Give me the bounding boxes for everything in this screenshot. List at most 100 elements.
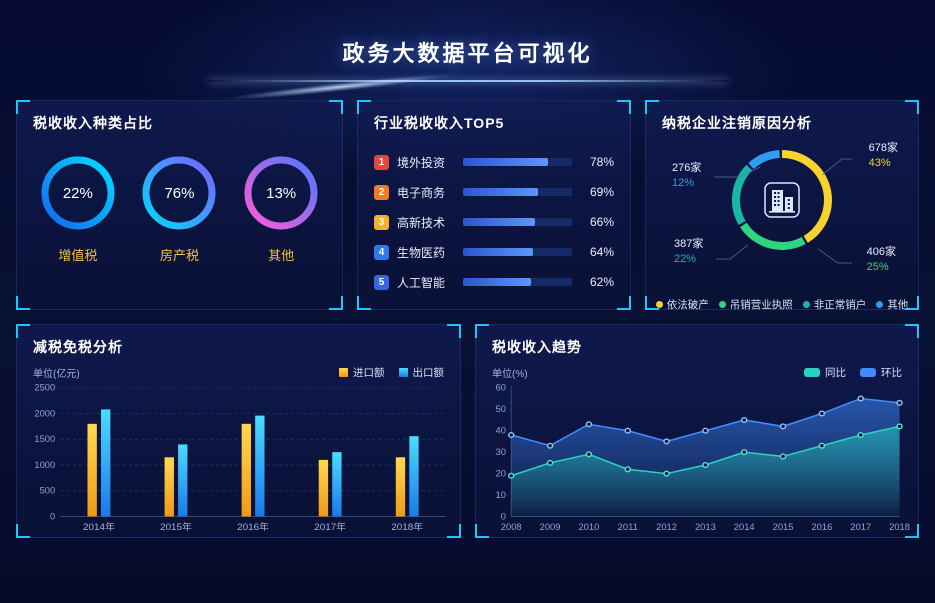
top5-row: 4 生物医药 64%	[374, 237, 614, 267]
bottom-row: 减税免税分析 单位(亿元) 进口额 出口额 0 500 1000 1500 2000 250…	[16, 324, 919, 538]
data-point-同比	[702, 461, 709, 469]
data-point-同比	[857, 431, 864, 439]
corner-decoration	[617, 296, 631, 310]
legend-label: 出口额	[412, 367, 445, 379]
ring-percent: 76%	[164, 184, 195, 202]
data-point-环比	[818, 410, 826, 417]
legend-item[interactable]: 环比	[860, 365, 902, 380]
rank-badge: 1	[374, 154, 389, 170]
y-tick-label: 60	[496, 383, 506, 393]
legend-swatch	[398, 368, 408, 377]
x-tick-label: 2014	[734, 522, 755, 532]
area-同比	[511, 426, 900, 517]
bar-出口额	[178, 444, 188, 517]
x-tick-label: 2015年	[160, 521, 192, 533]
y-tick-label: 1500	[34, 434, 55, 444]
bar-进口额	[241, 423, 252, 517]
legend-item[interactable]: 吊销营业执照	[718, 297, 793, 312]
panel-tax-trend-title: 税收收入趋势	[492, 339, 582, 355]
x-tick-label: 2010	[578, 522, 599, 532]
y-tick-label: 30	[496, 447, 506, 457]
y-tick-label: 0	[50, 512, 55, 522]
data-point-环比	[702, 427, 709, 434]
ring-label: 房产税	[159, 248, 199, 263]
tax-reduction-chart-header: 单位(亿元) 进口额 出口额	[17, 361, 460, 380]
bar-进口额	[318, 459, 329, 517]
industry-percent: 62%	[589, 275, 614, 289]
ring-arc	[142, 156, 216, 230]
x-tick-label: 2015	[773, 522, 794, 532]
data-point-同比	[507, 472, 515, 479]
panel-industry-top5-title: 行业税收收入TOP5	[374, 115, 505, 131]
legend-label: 环比	[881, 367, 902, 379]
top5-row: 2 电子商务 69%	[374, 177, 614, 207]
ring-svg	[142, 156, 216, 230]
legend-item[interactable]: 非正常销户	[802, 297, 867, 312]
rank-badge: 4	[374, 244, 389, 260]
industry-label: 生物医药	[397, 245, 446, 260]
tax-type-rings: 22% 增值税 76% 房产税 13% 其他	[17, 137, 342, 264]
data-point-同比	[546, 459, 554, 466]
legend-item[interactable]: 依法破产	[655, 297, 709, 312]
industry-percent: 64%	[589, 245, 614, 259]
ring-percent: 13%	[266, 184, 297, 202]
slice-label: 406家 25%	[867, 245, 896, 276]
industry-label: 境外投资	[397, 155, 446, 170]
legend-dot	[718, 301, 726, 308]
data-point-环比	[585, 421, 593, 428]
slice-count: 678家	[868, 142, 898, 154]
rank-badge: 5	[374, 274, 389, 290]
top5-row: 5 人工智能 62%	[374, 267, 614, 297]
legend-item[interactable]: 出口额	[398, 365, 445, 380]
legend-item[interactable]: 其他	[876, 297, 908, 312]
legend-dot	[802, 301, 810, 308]
y-tick-label: 20	[496, 469, 506, 479]
trend-chart-svg: 0 10 20 30 40 50 60 2008 2009 2010 2011 2012 2013 201…	[496, 383, 910, 532]
data-point-环比	[896, 399, 903, 406]
tax-ring: 22% 增值税	[36, 151, 120, 264]
tax-trend-unit: 单位(%)	[492, 369, 528, 380]
x-tick-label: 2016年	[237, 521, 269, 533]
y-tick-label: 1000	[34, 460, 55, 470]
slice-count: 387家	[674, 238, 704, 250]
rank-badge: 3	[374, 214, 389, 230]
ring-graphic: 13%	[239, 151, 323, 235]
y-tick-label: 50	[496, 404, 506, 414]
bar-fill	[463, 218, 535, 226]
legend-label: 非正常销户	[813, 299, 867, 311]
rank-badge: 2	[374, 184, 389, 200]
x-tick-label: 2008	[501, 522, 522, 532]
donut-slice	[732, 150, 832, 250]
corner-decoration	[329, 296, 343, 310]
data-point-同比	[779, 453, 787, 460]
y-tick-label: 10	[496, 490, 506, 500]
ring-graphic: 22%	[36, 151, 120, 235]
tax-trend-chart: 0 10 20 30 40 50 60 2008 2009 2010 2011 2012 2013 201…	[476, 380, 918, 536]
legend-item[interactable]: 进口额	[339, 365, 385, 380]
bar-fill	[463, 158, 549, 166]
tax-reduction-unit: 单位(亿元)	[33, 369, 80, 380]
slice-label: 678家 43%	[869, 141, 898, 172]
bar-出口额	[409, 436, 419, 517]
legend-dot	[655, 301, 663, 308]
data-point-同比	[896, 423, 903, 430]
donut-svg	[732, 150, 832, 250]
ring-arc	[41, 156, 115, 230]
panel-tax-trend: 税收收入趋势 单位(%) 同比 环比 0 10 20 30 40 50 60 2008 2009 2…	[475, 324, 919, 538]
legend-swatch	[339, 368, 348, 377]
legend-item[interactable]: 同比	[804, 365, 846, 380]
tax-ring: 76% 房产税	[137, 151, 221, 264]
slice-percent: 12%	[672, 177, 695, 190]
slice-label: 387家 22%	[674, 237, 703, 268]
x-tick-label: 2017	[850, 522, 871, 532]
bar-track	[463, 218, 572, 226]
y-tick-label: 2500	[34, 383, 55, 393]
x-tick-label: 2014年	[83, 521, 115, 533]
industry-percent: 78%	[589, 155, 614, 169]
x-tick-label: 2013	[695, 522, 716, 532]
slice-count: 406家	[866, 246, 896, 258]
x-tick-label: 2009	[540, 522, 561, 532]
legend-label: 其他	[887, 299, 909, 311]
legend-swatch	[860, 368, 876, 377]
